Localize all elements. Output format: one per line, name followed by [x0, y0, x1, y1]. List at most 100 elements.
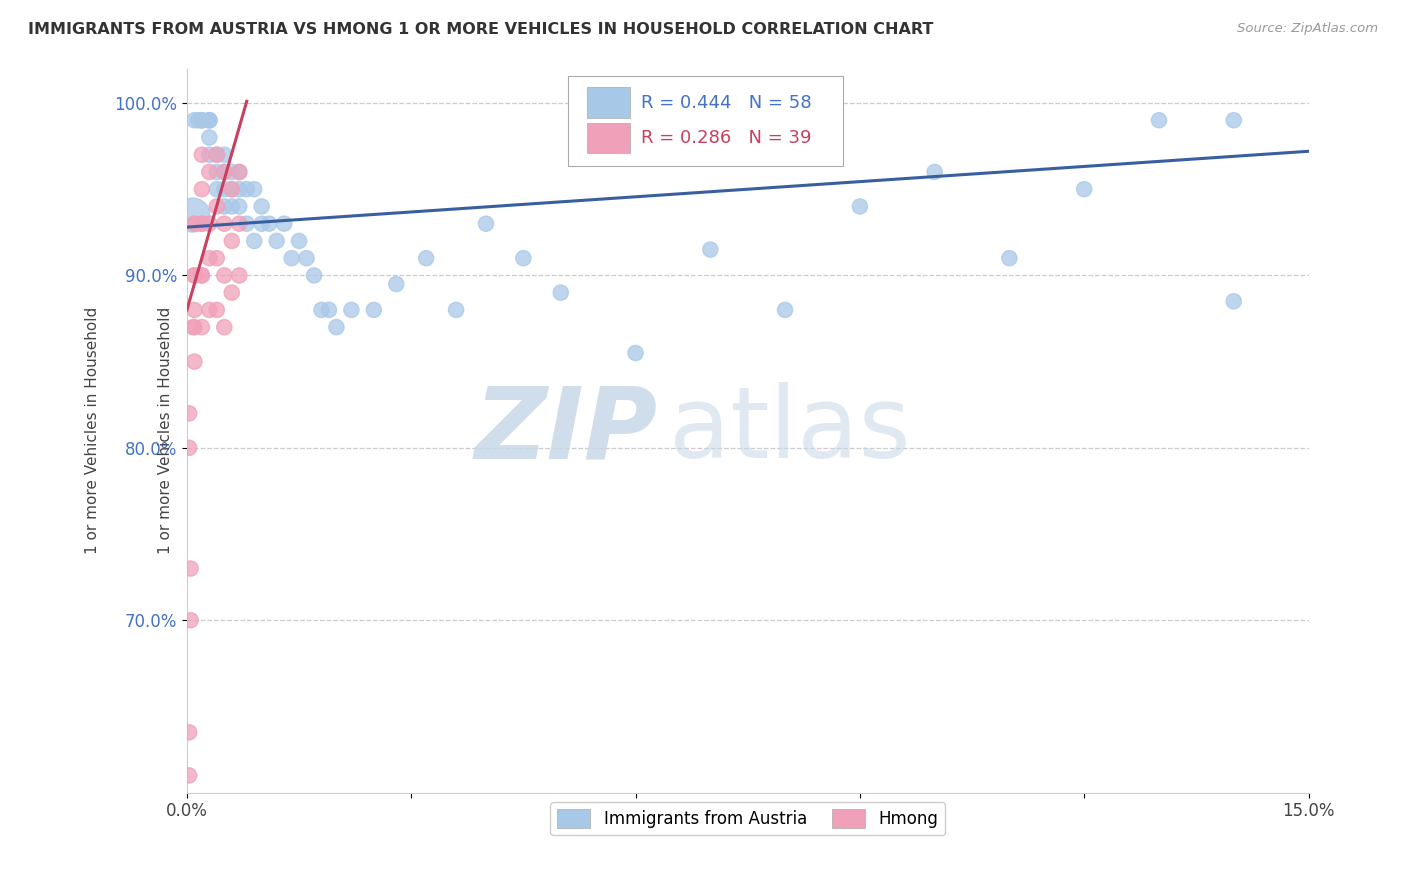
- Y-axis label: 1 or more Vehicles in Household: 1 or more Vehicles in Household: [157, 307, 173, 554]
- Point: [221, 165, 243, 179]
- Point: [191, 217, 214, 231]
- Point: [228, 165, 250, 179]
- Point: [221, 285, 243, 300]
- Point: [340, 302, 363, 317]
- Text: ZIP: ZIP: [475, 382, 658, 479]
- Point: [183, 320, 205, 334]
- Text: R = 0.444   N = 58: R = 0.444 N = 58: [641, 94, 811, 112]
- Point: [191, 182, 214, 196]
- Point: [257, 217, 280, 231]
- Point: [183, 217, 205, 231]
- Point: [214, 165, 236, 179]
- Point: [198, 130, 221, 145]
- Point: [228, 217, 250, 231]
- Point: [198, 147, 221, 161]
- Point: [191, 217, 214, 231]
- Point: [228, 268, 250, 283]
- Point: [191, 113, 214, 128]
- Point: [214, 182, 236, 196]
- Point: [221, 182, 243, 196]
- Point: [183, 113, 205, 128]
- Point: [475, 217, 498, 231]
- Point: [183, 268, 205, 283]
- Point: [205, 199, 228, 213]
- Point: [221, 199, 243, 213]
- Point: [187, 113, 209, 128]
- Point: [198, 302, 221, 317]
- Point: [198, 113, 221, 128]
- Point: [221, 182, 243, 196]
- Point: [191, 268, 214, 283]
- Point: [198, 113, 221, 128]
- Point: [243, 234, 266, 248]
- FancyBboxPatch shape: [568, 76, 844, 166]
- Y-axis label: 1 or more Vehicles in Household: 1 or more Vehicles in Household: [86, 307, 100, 554]
- Point: [512, 251, 534, 265]
- Point: [228, 182, 250, 196]
- Point: [1222, 113, 1244, 128]
- Point: [205, 165, 228, 179]
- Text: atlas: atlas: [669, 382, 911, 479]
- Point: [181, 208, 204, 222]
- Point: [214, 165, 236, 179]
- Point: [205, 182, 228, 196]
- Point: [179, 768, 201, 782]
- Point: [550, 285, 572, 300]
- Point: [849, 199, 872, 213]
- Point: [180, 613, 202, 627]
- Text: R = 0.286   N = 39: R = 0.286 N = 39: [641, 129, 811, 147]
- Point: [191, 147, 214, 161]
- Point: [415, 251, 437, 265]
- Point: [444, 302, 467, 317]
- Point: [288, 234, 311, 248]
- Point: [205, 302, 228, 317]
- Legend: Immigrants from Austria, Hmong: Immigrants from Austria, Hmong: [550, 803, 945, 835]
- Point: [273, 217, 295, 231]
- Point: [183, 217, 205, 231]
- Point: [998, 251, 1021, 265]
- Point: [295, 251, 318, 265]
- Point: [318, 302, 340, 317]
- Point: [235, 217, 257, 231]
- Point: [280, 251, 302, 265]
- Text: IMMIGRANTS FROM AUSTRIA VS HMONG 1 OR MORE VEHICLES IN HOUSEHOLD CORRELATION CHA: IMMIGRANTS FROM AUSTRIA VS HMONG 1 OR MO…: [28, 22, 934, 37]
- Point: [214, 268, 236, 283]
- Point: [624, 346, 647, 360]
- Point: [205, 251, 228, 265]
- Point: [243, 182, 266, 196]
- Point: [221, 234, 243, 248]
- Text: Source: ZipAtlas.com: Source: ZipAtlas.com: [1237, 22, 1378, 36]
- Point: [363, 302, 385, 317]
- Point: [250, 217, 273, 231]
- Point: [250, 199, 273, 213]
- Point: [179, 441, 201, 455]
- Point: [205, 147, 228, 161]
- Point: [214, 320, 236, 334]
- Point: [183, 302, 205, 317]
- Point: [924, 165, 946, 179]
- Point: [773, 302, 796, 317]
- Bar: [588, 87, 630, 118]
- Point: [699, 243, 721, 257]
- Point: [183, 268, 205, 283]
- Point: [1073, 182, 1095, 196]
- Point: [385, 277, 408, 291]
- Point: [181, 320, 204, 334]
- Point: [214, 147, 236, 161]
- Point: [1147, 113, 1170, 128]
- Point: [302, 268, 325, 283]
- Point: [191, 113, 214, 128]
- Point: [198, 113, 221, 128]
- Point: [214, 199, 236, 213]
- Point: [228, 199, 250, 213]
- Point: [198, 217, 221, 231]
- Point: [179, 725, 201, 739]
- Point: [1222, 294, 1244, 309]
- Point: [325, 320, 347, 334]
- Point: [205, 147, 228, 161]
- Bar: [588, 123, 630, 153]
- Point: [198, 165, 221, 179]
- Point: [214, 217, 236, 231]
- Point: [198, 251, 221, 265]
- Point: [180, 561, 202, 575]
